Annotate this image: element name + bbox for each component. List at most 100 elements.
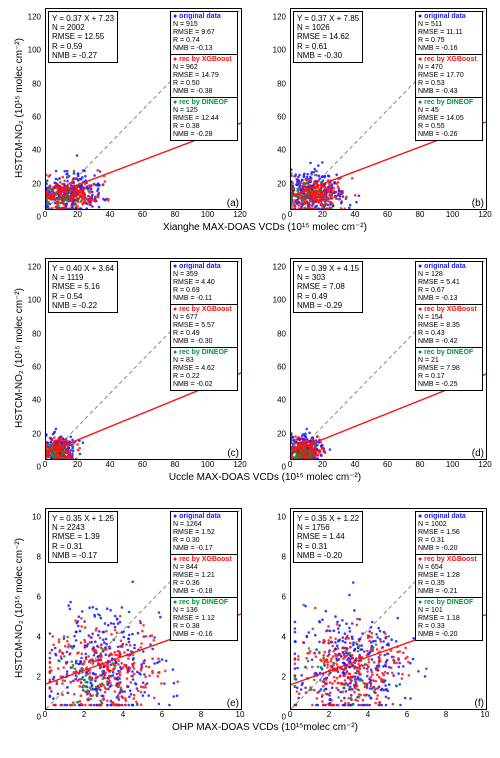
scatter-point-original	[66, 686, 69, 689]
scatter-point-original	[294, 621, 297, 624]
scatter-point-original	[100, 643, 103, 646]
x-tick: 8	[444, 710, 448, 719]
scatter-point-xgboost	[157, 675, 160, 678]
scatter-point-xgboost	[54, 704, 57, 707]
scatter-point-xgboost	[300, 437, 303, 440]
scatter-point-xgboost	[328, 651, 331, 654]
scatter-point-dineof	[388, 635, 391, 638]
scatter-point-original	[114, 626, 117, 629]
scatter-point-xgboost	[145, 665, 148, 668]
legend-title: ● original data	[418, 513, 480, 521]
scatter-point-xgboost	[148, 666, 151, 669]
legend-nmb: NMB = -0.20	[418, 545, 480, 553]
legend-rmse: RMSE = 1.56	[418, 529, 480, 537]
scatter-point-xgboost	[338, 658, 341, 661]
scatter-point-dineof	[63, 635, 66, 638]
scatter-point-xgboost	[130, 675, 133, 678]
scatter-point-xgboost	[89, 672, 92, 675]
scatter-point-xgboost	[340, 682, 343, 685]
scatter-point-original	[83, 679, 86, 682]
scatter-point-original	[338, 639, 341, 642]
scatter-point-original	[109, 685, 112, 688]
scatter-point-dineof	[349, 687, 352, 690]
scatter-point-xgboost	[61, 682, 64, 685]
legend-rmse: RMSE = 4.62	[173, 365, 235, 373]
scatter-point-original	[402, 665, 405, 668]
scatter-point-xgboost	[384, 632, 387, 635]
scatter-point-xgboost	[123, 664, 126, 667]
scatter-point-dineof	[71, 704, 74, 707]
scatter-point-original	[352, 641, 355, 644]
scatter-point-xgboost	[133, 697, 136, 700]
scatter-point-original	[75, 631, 78, 634]
scatter-point-original	[308, 631, 311, 634]
legend-n: N = 654	[418, 564, 480, 572]
scatter-point-original	[128, 641, 131, 644]
scatter-point-xgboost	[120, 640, 123, 643]
scatter-point-xgboost	[115, 684, 118, 687]
scatter-point-xgboost	[316, 691, 319, 694]
scatter-point-original	[409, 697, 412, 700]
scatter-point-xgboost	[123, 651, 126, 654]
scatter-point-xgboost	[294, 435, 297, 438]
scatter-point-xgboost	[135, 701, 138, 704]
scatter-point-original	[147, 694, 150, 697]
scatter-point-xgboost	[298, 442, 301, 445]
scatter-point-xgboost	[354, 699, 357, 702]
legend-box-din: ● rec by DINEOFN = 21RMSE = 7.98R = 0.17…	[415, 347, 483, 391]
scatter-point-dineof	[90, 698, 93, 701]
scatter-point-xgboost	[125, 643, 128, 646]
scatter-point-xgboost	[376, 697, 379, 700]
scatter-point-original	[49, 696, 52, 699]
scatter-point-xgboost	[295, 438, 298, 441]
scatter-point-original	[132, 704, 135, 707]
scatter-point-xgboost	[83, 663, 86, 666]
scatter-point-dineof	[351, 704, 354, 707]
scatter-point-original	[53, 432, 56, 435]
scatter-point-dineof	[343, 684, 346, 687]
y-tick: 60	[23, 363, 41, 372]
scatter-point-xgboost	[52, 635, 55, 638]
scatter-point-dineof	[49, 455, 52, 458]
scatter-point-original	[102, 695, 105, 698]
scatter-point-xgboost	[94, 652, 97, 655]
scatter-point-original	[161, 658, 164, 661]
scatter-point-original	[395, 640, 398, 643]
scatter-point-dineof	[302, 453, 305, 456]
legend-title: ● rec by DINEOF	[418, 599, 480, 607]
scatter-point-original	[338, 631, 341, 634]
scatter-point-xgboost	[376, 694, 379, 697]
scatter-point-original	[297, 697, 300, 700]
scatter-point-dineof	[106, 680, 109, 683]
scatter-point-original	[103, 641, 106, 644]
panel-letter: (e)	[227, 698, 239, 709]
stat-nmb: NMB = -0.17	[52, 551, 114, 560]
legend-rmse: RMSE = 1.18	[418, 615, 480, 623]
legend-rmse: RMSE = 1.52	[173, 529, 235, 537]
scatter-point-original	[55, 428, 58, 431]
scatter-point-xgboost	[65, 661, 68, 664]
legend-title: ● original data	[173, 513, 235, 521]
scatter-point-xgboost	[327, 625, 330, 628]
scatter-point-xgboost	[376, 674, 379, 677]
legend-r: R = 0.31	[418, 537, 480, 545]
scatter-point-xgboost	[91, 694, 94, 697]
scatter-point-original	[130, 693, 133, 696]
y-tick: 6	[268, 593, 286, 602]
scatter-point-dineof	[71, 647, 74, 650]
scatter-point-original	[56, 682, 59, 685]
scatter-point-xgboost	[351, 664, 354, 667]
legend-rmse: RMSE = 1.21	[173, 572, 235, 580]
stat-nmb: NMB = -0.29	[297, 301, 359, 310]
scatter-point-xgboost	[338, 653, 341, 656]
scatter-point-xgboost	[84, 626, 87, 629]
scatter-point-xgboost	[319, 679, 322, 682]
scatter-point-original	[301, 683, 304, 686]
scatter-point-xgboost	[52, 643, 55, 646]
legend-box-din: ● rec by DINEOFN = 83RMSE = 4.62R = 0.22…	[170, 347, 238, 391]
scatter-point-xgboost	[407, 661, 410, 664]
scatter-point-xgboost	[402, 652, 405, 655]
scatter-point-xgboost	[304, 441, 307, 444]
scatter-point-xgboost	[357, 663, 360, 666]
scatter-point-original	[153, 662, 156, 665]
